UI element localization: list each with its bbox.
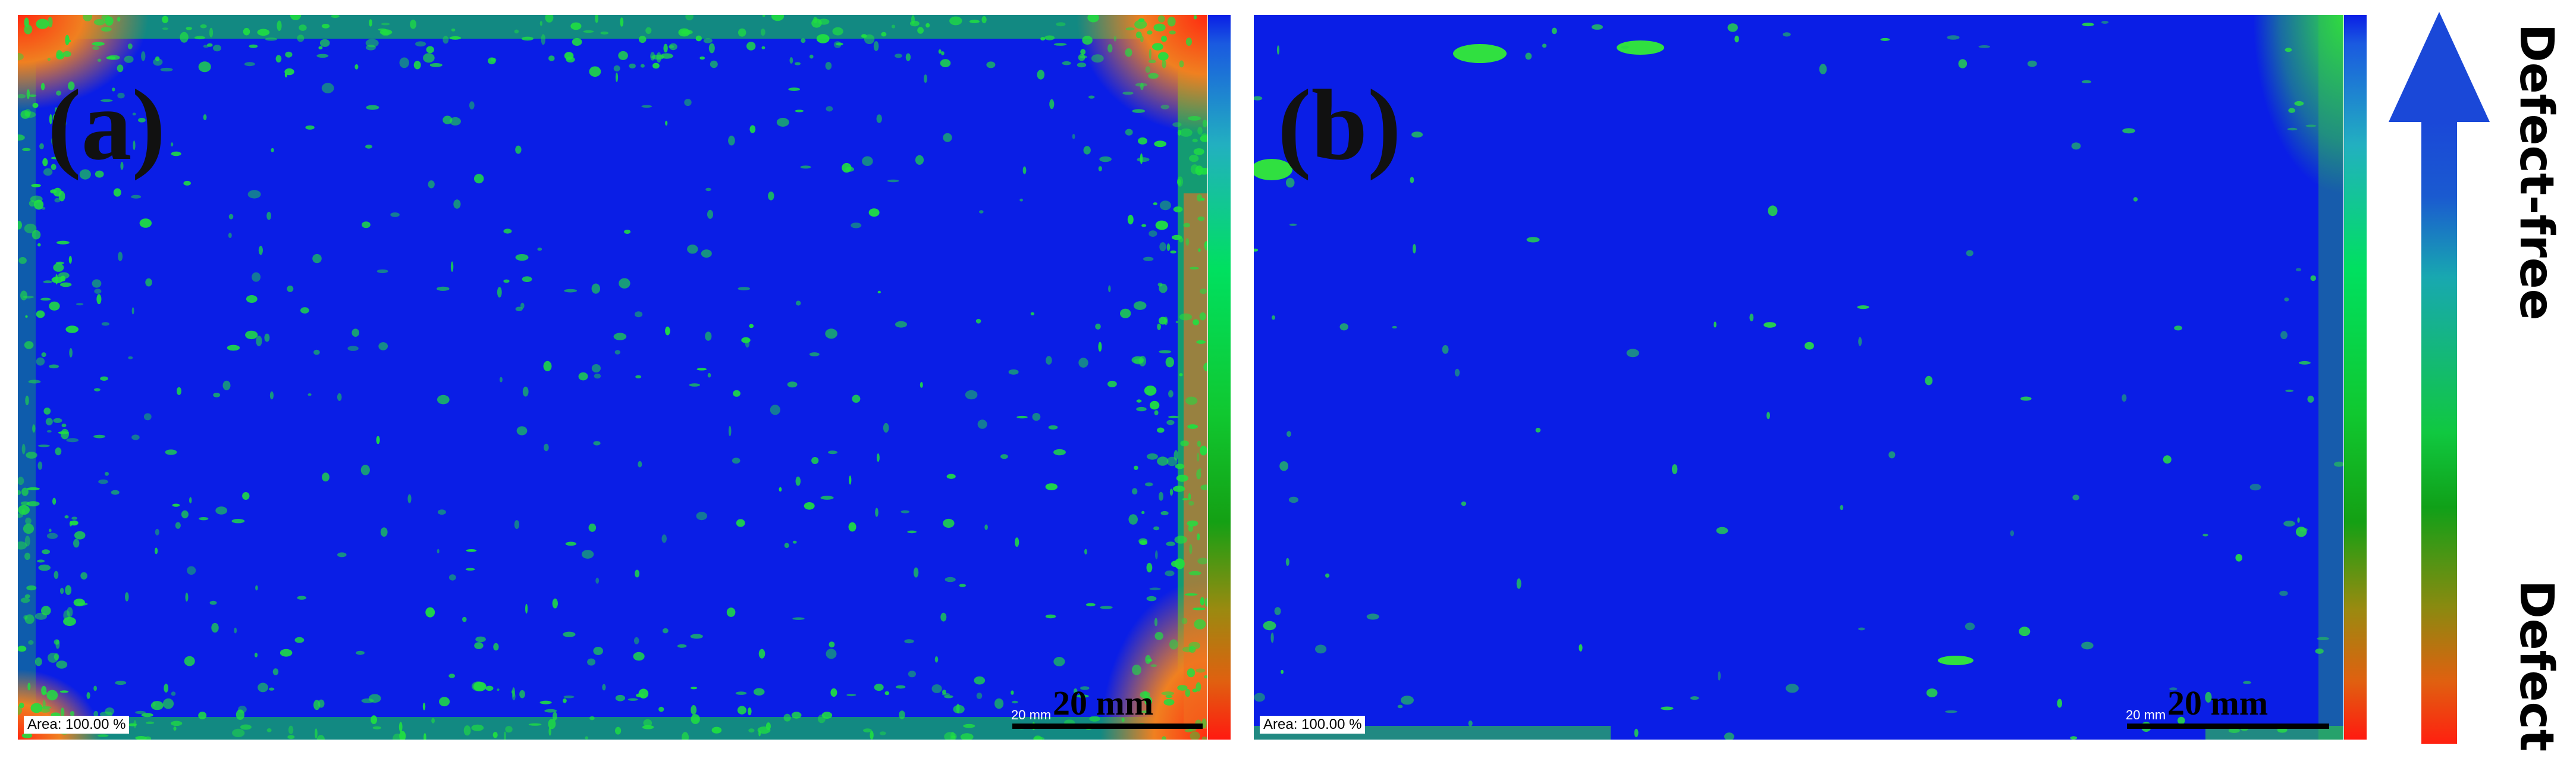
color-strip-a	[1208, 15, 1231, 740]
scale-bar	[1012, 724, 1203, 729]
panel-label: (b)	[1278, 69, 1401, 181]
panel-label: (a)	[48, 69, 166, 181]
legend-defect-label: Defect	[2509, 580, 2563, 752]
scan-image-a: (a) Area: 100.00 % 20 mm 20 mm	[18, 15, 1207, 740]
scale-small-text: 20 mm	[1011, 707, 1052, 722]
defect-map-a	[18, 15, 1207, 740]
defect-map-b	[1254, 15, 2343, 740]
scale-bar	[2127, 724, 2329, 729]
scale-small-text: 20 mm	[2126, 707, 2166, 722]
scan-image-b: (b) Area: 100.00 % 20 mm 20 mm	[1254, 15, 2343, 740]
scale-bar-label: 20 mm	[1053, 684, 1154, 722]
legend-defect-free-label: Defect-free	[2509, 24, 2563, 321]
legend-arrow-icon	[2389, 12, 2490, 744]
area-readout: Area: 100.00 %	[1260, 715, 1366, 734]
color-strip-b	[2344, 15, 2367, 740]
scale-bar-label: 20 mm	[2167, 684, 2268, 722]
area-readout: Area: 100.00 %	[24, 715, 130, 734]
